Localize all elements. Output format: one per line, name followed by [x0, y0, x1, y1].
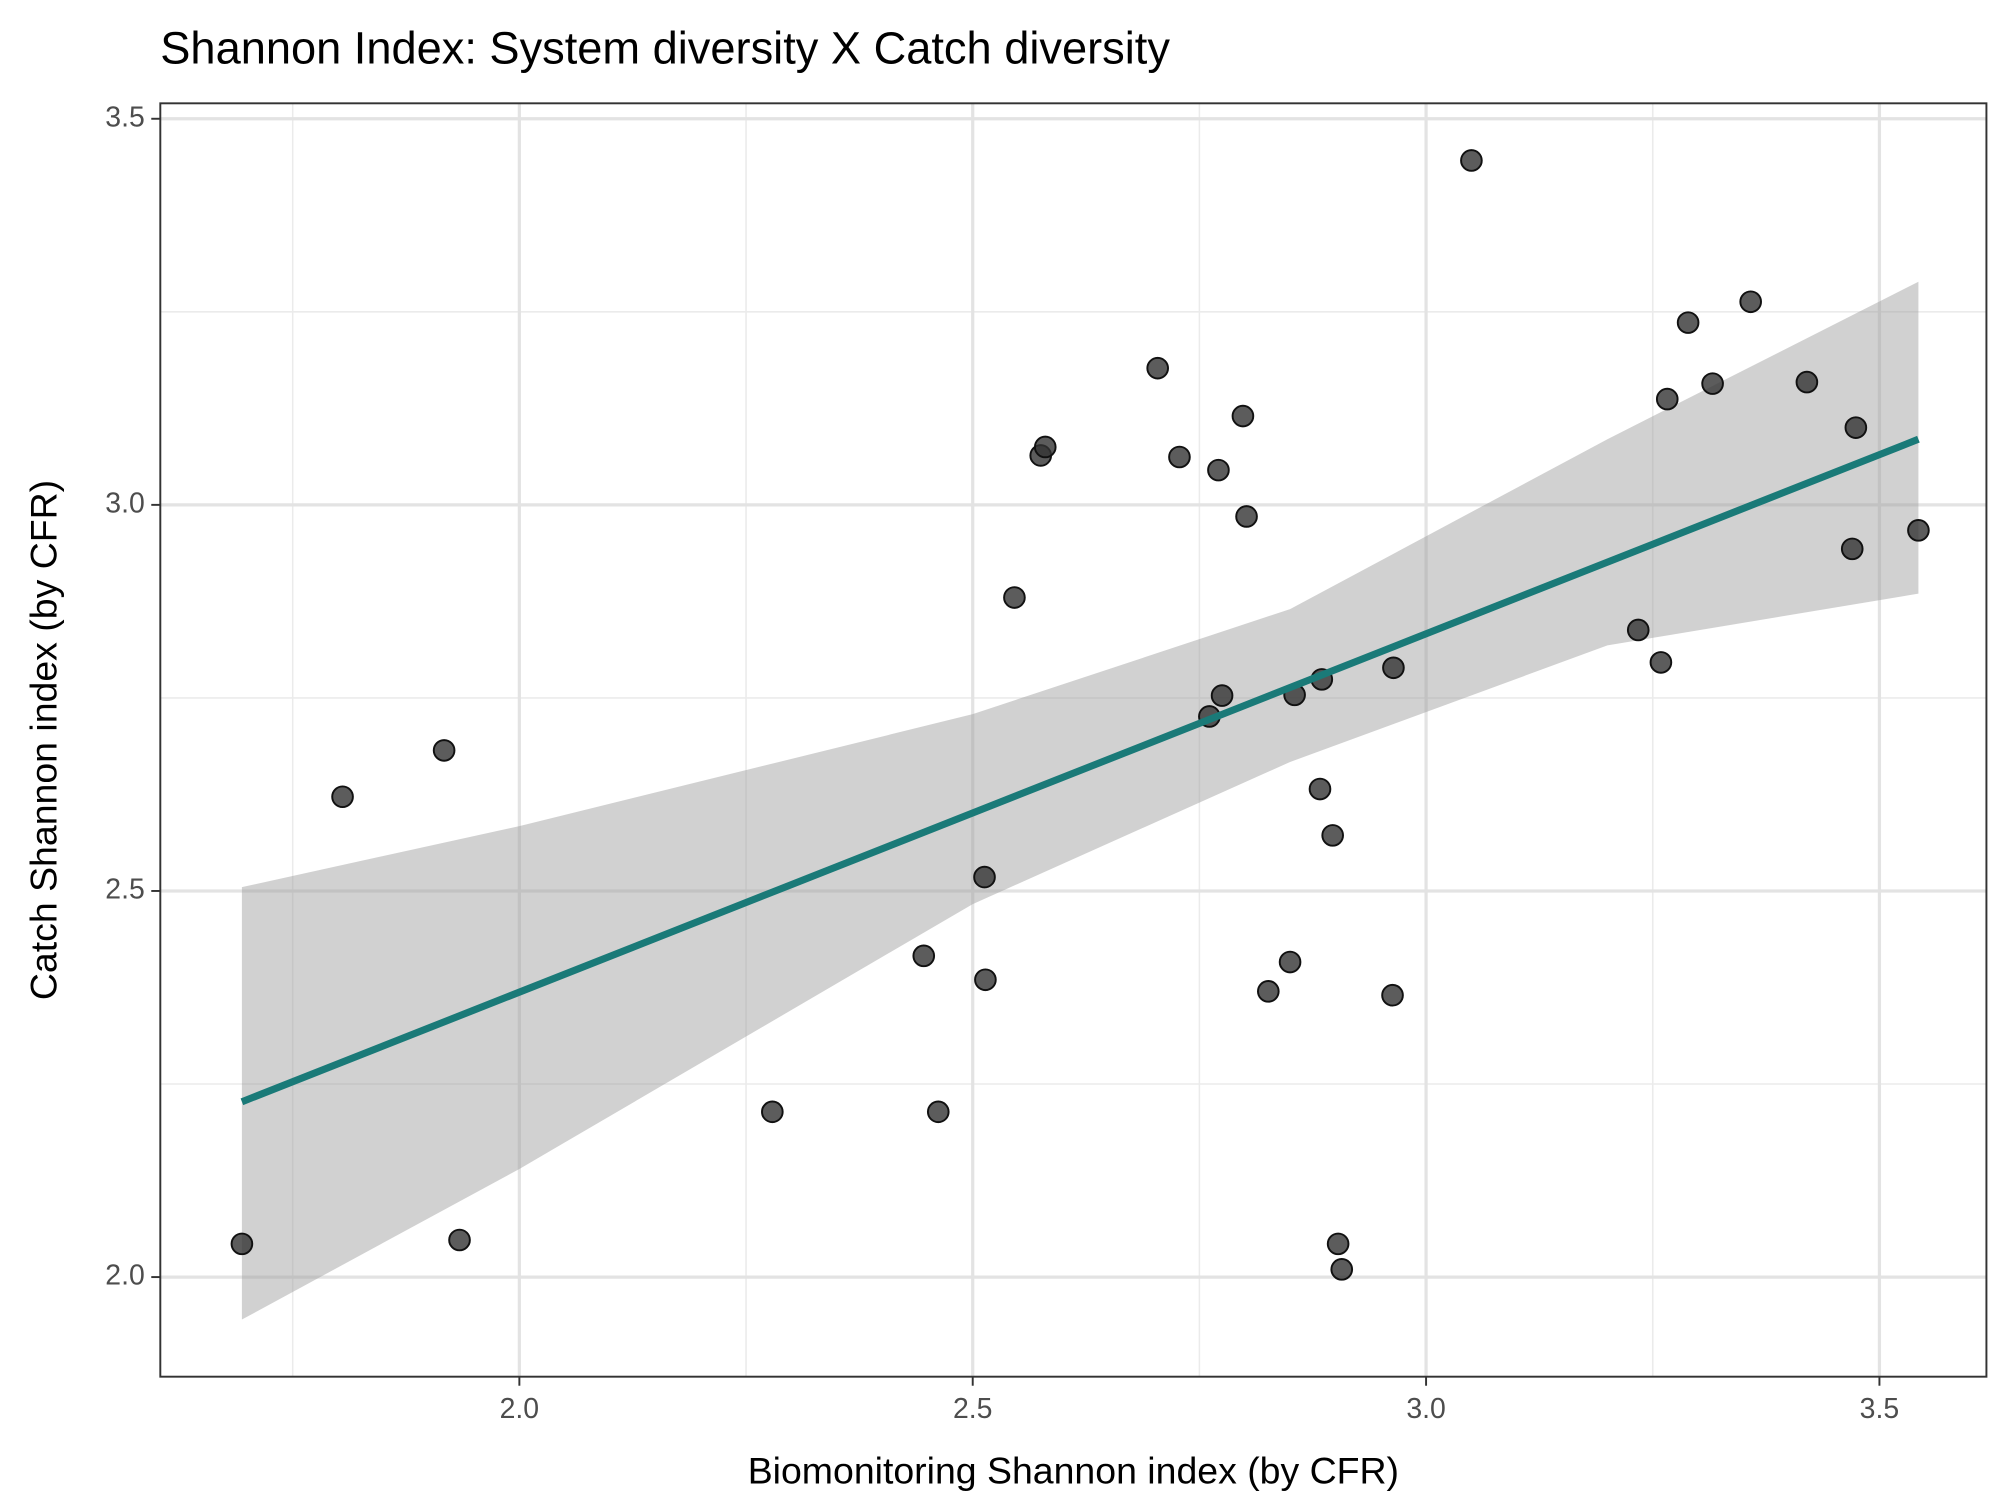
point: [1739, 290, 1762, 314]
point: [1168, 445, 1191, 469]
point: [1907, 519, 1930, 542]
x-tick-label: 3.5: [1860, 1393, 1900, 1425]
y-tick-label: 3.0: [105, 487, 144, 519]
point: [230, 1232, 254, 1256]
y-tick-label: 3.5: [105, 101, 144, 133]
x-tick-label: 2.0: [500, 1393, 540, 1425]
y-axis-label: Catch Shannon index (by CFR): [23, 480, 65, 1000]
point: [1231, 404, 1255, 428]
point: [1460, 149, 1483, 172]
point: [1146, 356, 1169, 380]
point: [1003, 586, 1026, 609]
point: [1840, 537, 1864, 561]
confidence-band: [241, 281, 1919, 1320]
chart-title: Shannon Index: System diversity X Catch …: [160, 23, 1170, 74]
x-axis-label: Biomonitoring Shannon index (by CFR): [748, 1449, 1399, 1491]
point: [1626, 618, 1650, 642]
fit-line: [240, 435, 1920, 1106]
point: [1308, 777, 1332, 801]
point: [974, 968, 997, 992]
point: [1326, 1232, 1350, 1256]
point: [1207, 458, 1230, 482]
x-tick-label: 2.5: [953, 1393, 992, 1425]
point: [1676, 311, 1700, 334]
x-tick-label: 3.0: [1406, 1393, 1446, 1425]
point: [973, 865, 996, 889]
point: [1701, 372, 1724, 395]
point: [912, 944, 936, 968]
point: [926, 1100, 950, 1124]
point: [1278, 950, 1302, 974]
point: [1210, 684, 1234, 707]
point: [1649, 651, 1673, 674]
point: [432, 739, 456, 762]
plot-border: [159, 102, 1988, 1378]
point: [1381, 983, 1404, 1007]
y-tick-label: 2.5: [105, 873, 144, 905]
y-tick-label: 2.0: [105, 1260, 144, 1292]
point: [1330, 1258, 1354, 1281]
point: [1382, 656, 1405, 680]
point: [331, 785, 354, 809]
point: [1033, 435, 1057, 459]
point: [1257, 980, 1280, 1003]
point: [1795, 370, 1819, 394]
point: [1235, 505, 1258, 528]
point: [1655, 387, 1679, 411]
point: [1844, 416, 1868, 439]
point: [1321, 824, 1344, 847]
point: [761, 1100, 784, 1124]
point: [448, 1228, 471, 1252]
